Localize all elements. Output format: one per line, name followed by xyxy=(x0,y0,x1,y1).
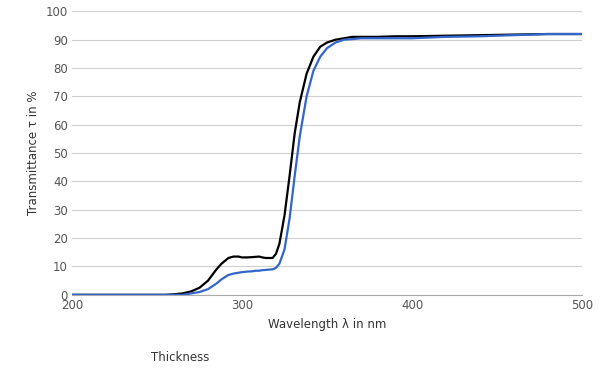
X-axis label: Wavelength λ in nm: Wavelength λ in nm xyxy=(268,318,386,331)
Text: Thickness: Thickness xyxy=(151,351,209,364)
Y-axis label: Transmittance τ in %: Transmittance τ in % xyxy=(27,91,40,215)
